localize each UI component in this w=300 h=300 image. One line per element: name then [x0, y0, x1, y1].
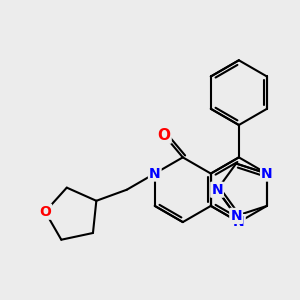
- Text: N: N: [261, 167, 273, 181]
- Text: N: N: [149, 167, 160, 181]
- Text: N: N: [233, 215, 245, 229]
- Text: N: N: [211, 183, 223, 197]
- Text: O: O: [39, 205, 51, 219]
- Text: O: O: [158, 128, 171, 142]
- Text: N: N: [230, 209, 242, 223]
